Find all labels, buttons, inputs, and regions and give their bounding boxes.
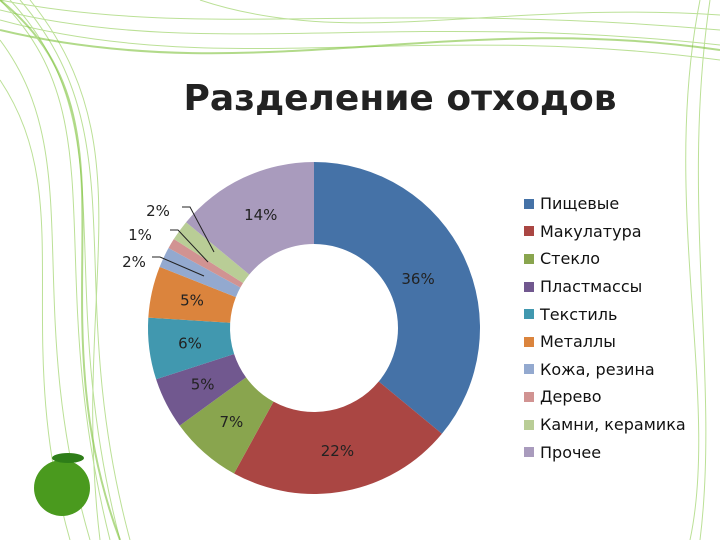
legend-item: Прочее — [524, 438, 686, 466]
chart-title: Разделение отходов — [183, 78, 617, 119]
slice-7 — [168, 239, 244, 288]
chart-legend: Пищевые Макулатура Стекло Пластмассы Текстил… — [524, 190, 686, 466]
data-label: 7% — [219, 413, 243, 431]
slice-9 — [186, 162, 314, 275]
slice-8 — [173, 222, 250, 283]
legend-swatch — [524, 281, 534, 292]
legend-label: Прочее — [540, 442, 602, 462]
legend-label: Металлы — [540, 332, 616, 352]
data-label: 2% — [122, 253, 146, 271]
legend-swatch — [524, 309, 534, 320]
legend-swatch — [524, 419, 534, 430]
legend-label: Дерево — [540, 387, 602, 407]
slice-0 — [314, 162, 480, 434]
legend-label: Макулатура — [540, 221, 642, 241]
data-label: 5% — [191, 376, 215, 394]
data-label: 5% — [180, 292, 204, 310]
legend-item: Текстиль — [524, 300, 686, 328]
slice-1 — [234, 381, 442, 495]
legend-item: Макулатура — [524, 218, 686, 246]
legend-item: Пищевые — [524, 190, 686, 218]
data-label: 22% — [321, 442, 354, 460]
legend-item: Металлы — [524, 328, 686, 356]
legend-swatch — [524, 364, 534, 375]
legend-label: Кожа, резина — [540, 359, 655, 379]
legend-swatch — [524, 391, 534, 402]
data-label: 2% — [146, 202, 170, 220]
legend-swatch — [524, 198, 534, 209]
legend-label: Пищевые — [540, 194, 620, 214]
legend-item: Кожа, резина — [524, 356, 686, 384]
legend-swatch — [524, 253, 534, 264]
data-label: 1% — [128, 226, 152, 244]
legend-swatch — [524, 336, 534, 347]
legend-label: Стекло — [540, 249, 601, 269]
slice-5 — [148, 266, 236, 323]
legend-item: Дерево — [524, 383, 686, 411]
legend-label: Камни, керамика — [540, 415, 686, 435]
slice-2 — [179, 377, 274, 474]
legend-swatch — [524, 226, 534, 237]
globe-logo-icon — [34, 460, 90, 516]
data-label: 14% — [244, 206, 277, 224]
legend-swatch — [524, 447, 534, 458]
data-label: 6% — [178, 335, 202, 353]
legend-item: Стекло — [524, 245, 686, 273]
slice-6 — [159, 248, 241, 298]
slice-3 — [156, 353, 247, 426]
legend-label: Текстиль — [540, 304, 618, 324]
data-label: 36% — [401, 270, 434, 288]
slice-4 — [148, 317, 235, 380]
legend-label: Пластмассы — [540, 277, 643, 297]
legend-item: Пластмассы — [524, 273, 686, 301]
legend-item: Камни, керамика — [524, 411, 686, 439]
